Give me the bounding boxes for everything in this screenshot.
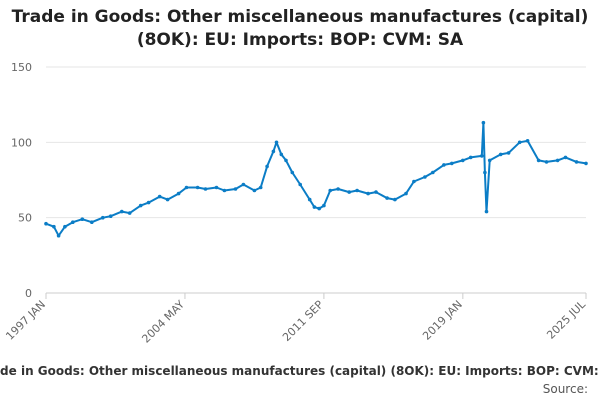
- series-point: [44, 221, 48, 226]
- series-point: [222, 188, 227, 193]
- chart-title: Trade in Goods: Other miscellaneous manu…: [0, 6, 600, 52]
- series-point: [385, 196, 389, 200]
- series-point: [317, 206, 322, 211]
- source-label: Source:: [542, 382, 588, 396]
- x-tick-label: 2004 MAY: [139, 298, 187, 346]
- series-point: [138, 203, 143, 208]
- series-point: [71, 220, 75, 224]
- x-tick-label: 2011 SEP: [280, 298, 326, 344]
- series-point: [195, 185, 200, 190]
- series-point: [284, 158, 288, 163]
- series-point: [298, 182, 303, 187]
- axes: 0 50 100 150 1997 JAN 2004 MAY 2011 SEP 2019 JA…: [3, 61, 588, 346]
- series-point: [584, 161, 588, 166]
- series-point: [355, 188, 359, 193]
- series-point: [274, 140, 279, 145]
- chart-title-line-1: Trade in Goods: Other miscellaneous manu…: [11, 7, 589, 27]
- y-tick-label: 150: [11, 61, 32, 74]
- series-point: [450, 161, 454, 166]
- y-tick-label: 0: [25, 287, 32, 300]
- series-point: [328, 188, 333, 193]
- series-point: [52, 224, 56, 229]
- y-tick-label: 50: [18, 212, 32, 225]
- legend-series-label: Trade in Goods: Other miscellaneous manu…: [0, 364, 600, 378]
- series-point: [63, 224, 67, 229]
- series-point: [56, 233, 61, 238]
- chart-title-line-2: (8OK): EU: Imports: BOP: CVM: SA: [136, 30, 464, 50]
- series-point: [157, 194, 162, 199]
- series-point: [481, 120, 486, 125]
- series-point: [423, 175, 427, 179]
- series-point: [108, 214, 113, 218]
- series-point: [484, 209, 489, 214]
- series-point: [461, 158, 465, 163]
- series-point: [404, 191, 408, 196]
- series-point: [146, 200, 151, 205]
- series-point: [312, 205, 317, 209]
- series-point: [498, 152, 503, 157]
- series-point: [214, 185, 219, 190]
- series-point: [555, 158, 560, 163]
- series-point: [480, 154, 484, 158]
- series-point: [322, 203, 326, 208]
- series-point: [271, 149, 276, 154]
- series-point: [374, 190, 378, 194]
- series-point: [101, 215, 105, 220]
- gridlines: [46, 66, 586, 294]
- series-point: [525, 139, 530, 143]
- series-line: [45, 121, 587, 237]
- series-point: [279, 152, 284, 157]
- series-point: [165, 197, 170, 202]
- series-point: [393, 197, 397, 202]
- series-point: [536, 158, 541, 163]
- x-tick-label: 1997 JAN: [3, 298, 48, 343]
- series-point: [120, 209, 124, 214]
- series-point: [506, 151, 511, 155]
- x-tick-label: 2019 JAN: [420, 298, 465, 343]
- series-point: [347, 190, 352, 194]
- series-point: [233, 187, 238, 191]
- series-point: [241, 182, 246, 187]
- y-tick-label: 100: [11, 136, 32, 149]
- series-point: [176, 191, 181, 196]
- series-point: [252, 188, 257, 193]
- series-point: [442, 163, 446, 167]
- series-point: [258, 185, 263, 190]
- series-point: [544, 160, 549, 164]
- series-point: [307, 197, 312, 202]
- series-point: [184, 185, 189, 190]
- x-tick-label: 2025 JUL: [544, 297, 588, 341]
- series-point: [366, 191, 370, 196]
- series-point: [574, 160, 579, 164]
- series-point: [517, 140, 522, 145]
- series-point: [487, 158, 492, 163]
- series-point: [127, 211, 132, 215]
- series-point: [203, 187, 208, 191]
- series-point: [468, 155, 473, 160]
- series-point: [431, 170, 435, 175]
- series-point: [483, 170, 487, 175]
- series-point: [412, 179, 416, 184]
- series-point: [290, 170, 295, 175]
- series-point: [90, 220, 94, 224]
- series-layer: [44, 120, 588, 238]
- series-point: [80, 217, 85, 221]
- series-point: [336, 187, 340, 191]
- series-point: [265, 164, 269, 169]
- series-point: [563, 155, 568, 160]
